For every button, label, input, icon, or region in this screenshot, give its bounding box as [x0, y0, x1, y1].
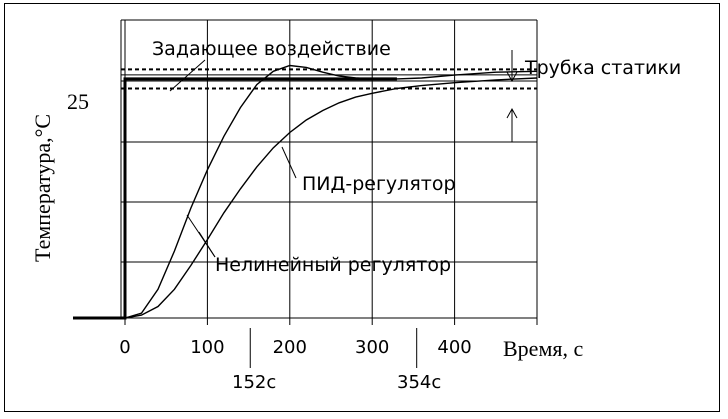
setpoint-annotation: Задающее воздействие: [152, 38, 391, 60]
y-tick-label: 25: [67, 89, 89, 114]
setpoint-step: [73, 77, 397, 320]
band-annotation: Трубка статики: [524, 57, 681, 79]
nonlinear-leader-b: [198, 231, 216, 258]
marker-152-label: 152с: [232, 372, 276, 393]
grid: [73, 19, 538, 319]
x-axis-label: Время, с: [503, 336, 583, 361]
series-line-0: [124, 64, 538, 319]
setpoint-line: [73, 77, 397, 320]
nonlinear-annotation: Нелинейный регулятор: [215, 254, 451, 276]
x-tick-label: 400: [437, 337, 471, 358]
figure-frame: [4, 3, 720, 412]
pid-leader: [281, 146, 297, 179]
series-line-1: [124, 77, 538, 319]
band-arrowhead-up: [506, 107, 518, 119]
series-group: [124, 64, 538, 319]
band-arrowhead-down: [506, 71, 518, 83]
x-ticks: 0 100 200 300 400: [119, 318, 538, 358]
x-tick-label: 0: [119, 337, 130, 358]
x-tick-label: 200: [273, 337, 307, 358]
tolerance-band: [121, 68, 537, 90]
annotation-leaders: [169, 50, 518, 263]
x-tick-label: 100: [190, 337, 224, 358]
y-axis-label: Температура,°С: [30, 114, 55, 262]
x-tick-label: 300: [355, 337, 389, 358]
time-markers: [249, 328, 418, 368]
marker-354-label: 354с: [397, 372, 441, 393]
setpoint-leader: [169, 59, 206, 92]
pid-annotation: ПИД-регулятор: [302, 173, 456, 195]
